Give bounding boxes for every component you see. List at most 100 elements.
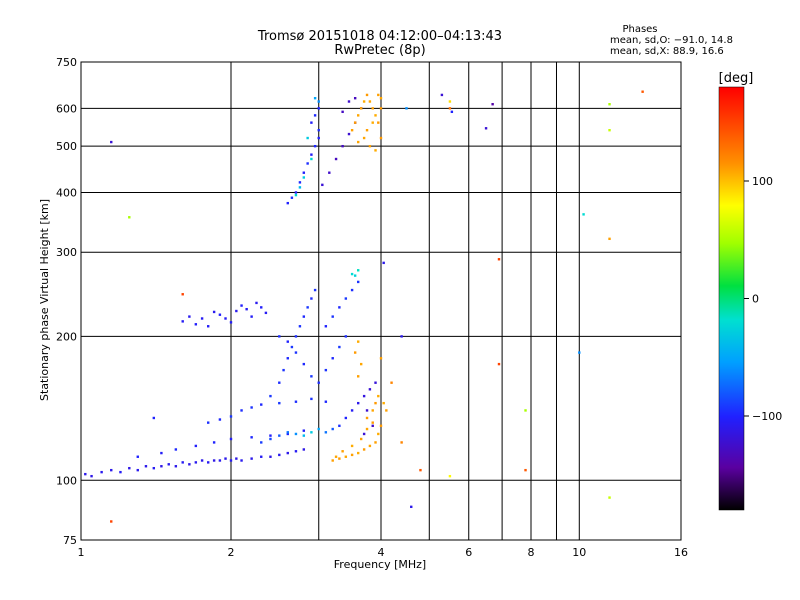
data-point <box>282 368 285 372</box>
data-point <box>497 362 501 366</box>
data-point <box>400 335 403 338</box>
data-point <box>294 351 298 354</box>
data-point <box>278 335 281 338</box>
data-point <box>298 186 302 189</box>
data-point <box>200 317 204 320</box>
data-point <box>188 315 191 318</box>
y-tick-label: 200 <box>56 330 77 343</box>
data-point <box>240 409 243 412</box>
y-tick-label: 400 <box>56 186 77 199</box>
data-point <box>641 90 644 93</box>
data-point <box>310 297 313 300</box>
data-point <box>382 401 385 405</box>
y-tick-label: 300 <box>56 246 77 259</box>
data-point <box>260 441 263 444</box>
data-point <box>269 455 272 458</box>
data-point <box>385 409 388 412</box>
data-point <box>313 96 317 100</box>
data-point <box>294 193 298 197</box>
data-point <box>286 432 289 436</box>
data-point <box>331 315 334 318</box>
data-point <box>294 400 298 403</box>
data-point <box>302 448 306 451</box>
data-point <box>338 306 341 309</box>
data-point <box>294 335 298 338</box>
data-point <box>362 394 366 398</box>
y-tick-label: 100 <box>56 474 77 487</box>
data-point <box>368 388 372 391</box>
data-point <box>338 424 341 428</box>
data-point <box>331 459 334 462</box>
x-tick-label: 2 <box>228 546 235 559</box>
data-point <box>356 140 360 144</box>
data-point <box>334 157 338 161</box>
data-point <box>194 461 198 464</box>
data-point <box>368 444 372 448</box>
data-point <box>278 381 281 384</box>
chart-title: Tromsø 20151018 04:12:00–04:13:43 <box>257 29 502 44</box>
data-point <box>306 306 309 309</box>
data-point <box>306 162 309 165</box>
data-point <box>374 401 377 405</box>
data-point <box>344 455 348 458</box>
data-point <box>356 280 360 284</box>
data-point <box>100 470 103 474</box>
data-point <box>229 415 233 418</box>
data-point <box>212 310 216 314</box>
data-point <box>379 357 383 360</box>
data-point <box>160 465 163 468</box>
data-point <box>110 520 113 523</box>
data-point <box>341 450 344 453</box>
data-point <box>152 416 156 420</box>
data-point <box>497 258 501 261</box>
data-point <box>206 421 210 424</box>
data-point <box>260 306 263 309</box>
y-tick-label: 500 <box>56 140 77 153</box>
data-point <box>269 437 272 441</box>
y-tick-label: 75 <box>63 534 77 547</box>
data-point <box>331 427 334 431</box>
data-point <box>302 429 306 432</box>
data-point <box>582 213 585 216</box>
data-point <box>206 461 210 464</box>
data-point <box>152 466 156 470</box>
data-point <box>174 465 178 468</box>
data-point <box>160 451 163 455</box>
y-tick-label: 750 <box>56 56 77 69</box>
data-point <box>302 362 306 366</box>
data-point <box>448 100 452 103</box>
data-point <box>313 288 317 292</box>
data-point <box>608 237 611 241</box>
data-point <box>302 434 306 437</box>
data-point <box>286 357 289 360</box>
data-point <box>110 140 113 144</box>
data-point <box>188 463 191 466</box>
data-point <box>390 381 393 384</box>
data-point <box>338 457 341 460</box>
data-point <box>245 307 248 311</box>
data-point <box>229 459 233 462</box>
data-point <box>347 100 351 103</box>
data-point <box>181 320 184 323</box>
data-point <box>294 191 298 194</box>
data-point <box>353 274 357 277</box>
colorbar-tick-label: 100 <box>752 175 773 188</box>
stats-line-x: mean, sd,X: 88.9, 16.6 <box>610 46 724 57</box>
data-point <box>350 288 354 292</box>
data-point <box>317 136 320 140</box>
data-point <box>218 313 222 316</box>
data-point <box>350 453 354 457</box>
data-point <box>310 375 313 378</box>
data-point <box>440 93 444 97</box>
data-point <box>212 459 216 462</box>
data-point <box>350 409 354 412</box>
data-point <box>250 457 253 460</box>
data-point <box>368 100 372 103</box>
colorbar <box>718 86 745 511</box>
chart-subtitle: RwPretec (8p) <box>334 43 425 58</box>
data-point <box>306 136 309 140</box>
data-point <box>255 301 258 305</box>
data-point <box>608 103 611 106</box>
data-point <box>264 311 268 315</box>
data-point <box>365 427 369 431</box>
